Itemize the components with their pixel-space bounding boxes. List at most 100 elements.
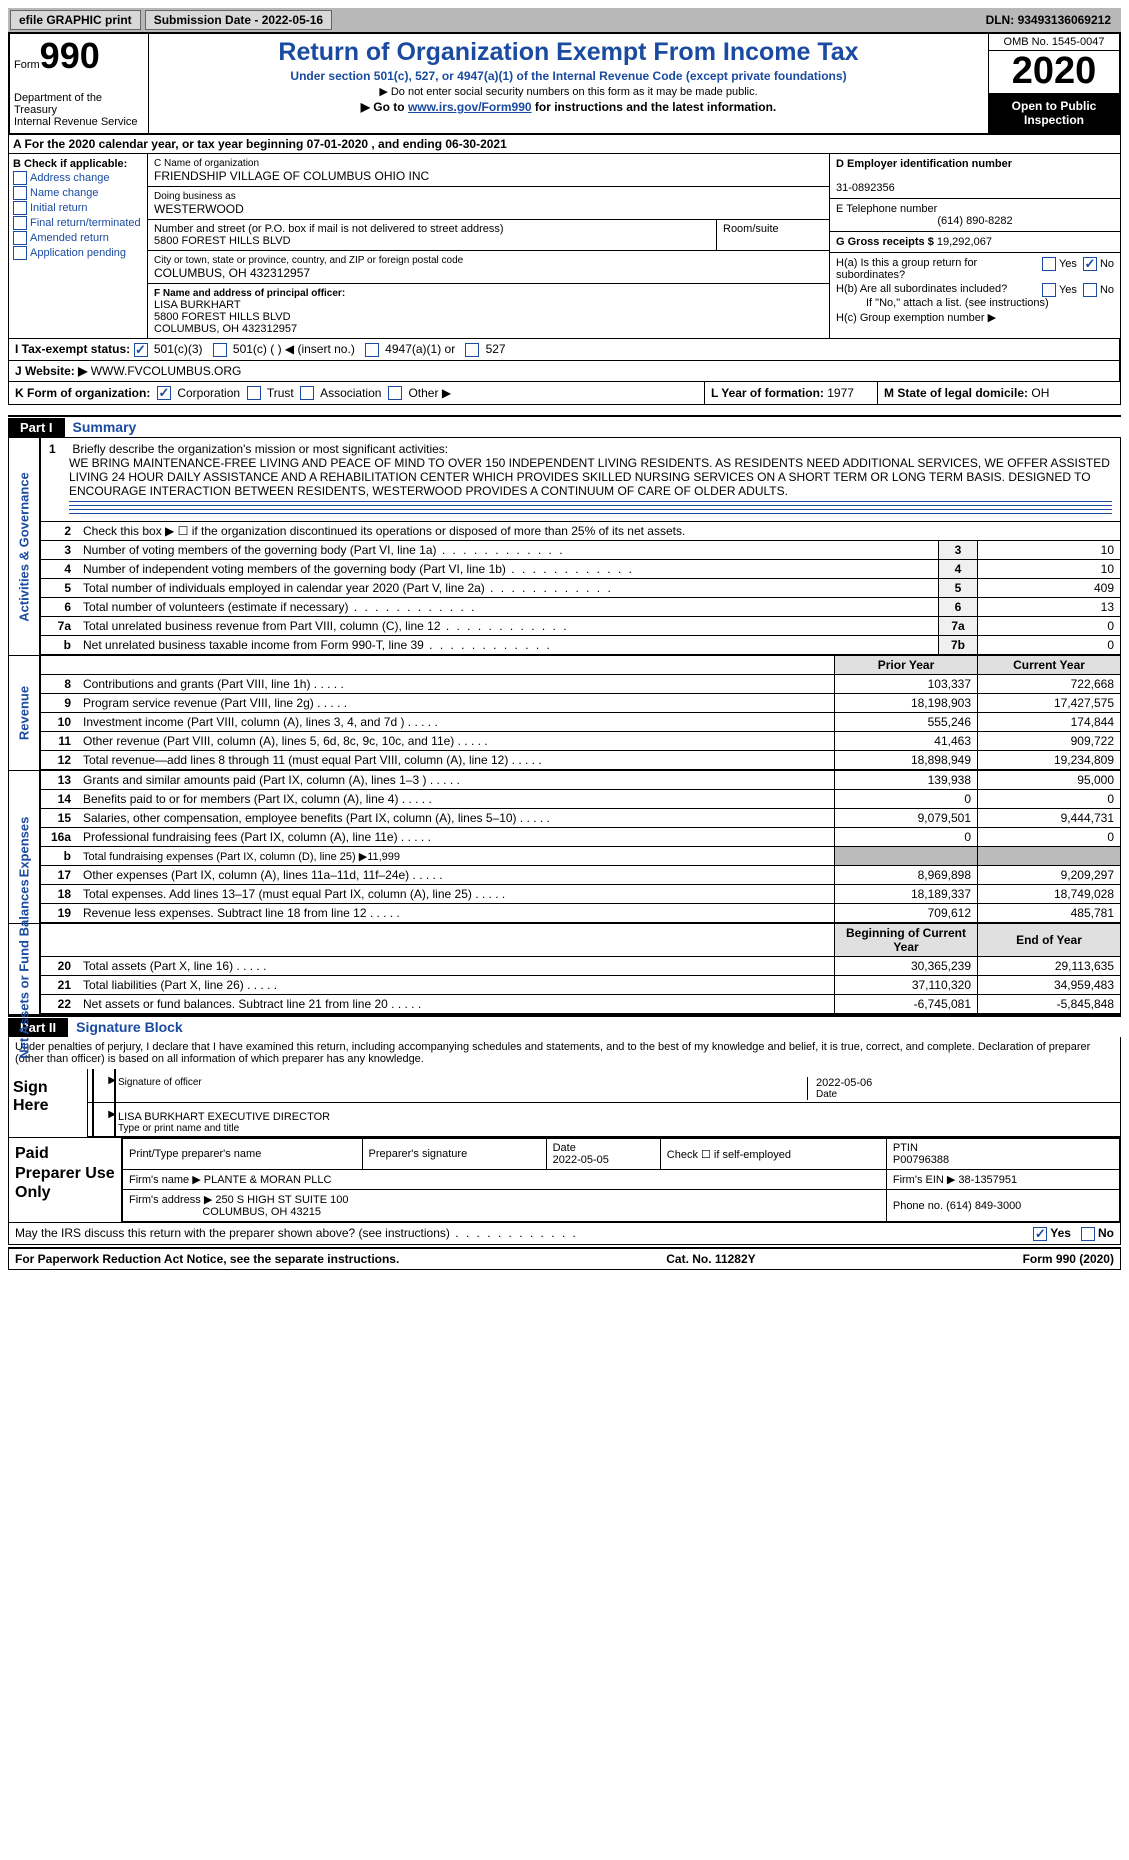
ha-label: H(a) Is this a group return for subordin… — [836, 257, 1042, 281]
fin-row: 18Total expenses. Add lines 13–17 (must … — [41, 885, 1120, 904]
chk-other[interactable] — [388, 386, 402, 400]
chk-4947[interactable] — [365, 343, 379, 357]
dba-cell: Doing business as WESTERWOOD — [148, 187, 829, 220]
fin-row: 17Other expenses (Part IX, column (A), l… — [41, 866, 1120, 885]
header-right: OMB No. 1545-0047 2020 Open to Public In… — [988, 34, 1119, 133]
governance-table: 2Check this box ▶ ☐ if the organization … — [41, 522, 1120, 655]
chk-final-return[interactable]: Final return/terminated — [13, 216, 143, 230]
prep-row-1: Print/Type preparer's name Preparer's si… — [123, 1139, 1120, 1170]
chk-association[interactable] — [300, 386, 314, 400]
chk-address-change[interactable]: Address change — [13, 171, 143, 185]
box-c: C Name of organization FRIENDSHIP VILLAG… — [148, 154, 829, 338]
h-note: If "No," attach a list. (see instruction… — [836, 297, 1114, 309]
top-toolbar: efile GRAPHIC print Submission Date - 20… — [8, 8, 1121, 32]
irs-link[interactable]: www.irs.gov/Form990 — [408, 100, 532, 114]
efile-button[interactable]: efile GRAPHIC print — [10, 10, 141, 30]
dba-label: Doing business as — [154, 191, 236, 202]
submission-date-button[interactable]: Submission Date - 2022-05-16 — [145, 10, 332, 30]
form-number: 990 — [40, 35, 100, 76]
prior-year-hdr: Prior Year — [835, 656, 978, 675]
chk-application-pending[interactable]: Application pending — [13, 246, 143, 260]
state-domicile: M State of legal domicile: OH — [878, 382, 1120, 405]
sig-date-label: Date — [816, 1089, 1116, 1100]
fin-row: 16aProfessional fundraising fees (Part I… — [41, 828, 1120, 847]
hb-yes[interactable]: Yes — [1042, 283, 1077, 297]
chk-amended-return[interactable]: Amended return — [13, 231, 143, 245]
chk-501c[interactable] — [213, 343, 227, 357]
sign-here-label: Sign Here — [9, 1069, 88, 1137]
room-cell: Room/suite — [717, 220, 829, 250]
revenue-section: Revenue Prior Year Current Year 8Contrib… — [8, 656, 1121, 771]
footer-left: For Paperwork Reduction Act Notice, see … — [15, 1252, 399, 1266]
org-name: FRIENDSHIP VILLAGE OF COLUMBUS OHIO INC — [154, 169, 429, 183]
sig-date: 2022-05-06 — [816, 1077, 872, 1089]
form-label: Form — [14, 59, 40, 71]
netassets-table: Beginning of Current Year End of Year 20… — [41, 924, 1120, 1014]
gov-row: 6Total number of volunteers (estimate if… — [41, 598, 1120, 617]
submission-date-label: Submission Date - — [154, 13, 262, 27]
discuss-row: May the IRS discuss this return with the… — [8, 1223, 1121, 1245]
gov-row: 3Number of voting members of the governi… — [41, 541, 1120, 560]
street-label: Number and street (or P.O. box if mail i… — [154, 223, 504, 235]
ha-no[interactable]: No — [1083, 257, 1114, 281]
chk-corporation[interactable] — [157, 386, 171, 400]
mission-num: 1 — [49, 442, 69, 456]
ein-value: 31-0892356 — [836, 182, 895, 194]
firm-phone-cell: Phone no. (614) 849-3000 — [886, 1190, 1119, 1222]
revenue-table: Prior Year Current Year 8Contributions a… — [41, 656, 1120, 770]
expenses-section: Expenses 13Grants and similar amounts pa… — [8, 771, 1121, 924]
net-header: Beginning of Current Year End of Year — [41, 924, 1120, 957]
phone-label: E Telephone number — [836, 203, 937, 215]
side-netassets: Net Assets or Fund Balances — [9, 924, 41, 1014]
form-subtitle: Under section 501(c), 527, or 4947(a)(1)… — [153, 69, 984, 83]
department: Department of the Treasury Internal Reve… — [14, 92, 144, 128]
governance-section: Activities & Governance 1 Briefly descri… — [8, 437, 1121, 656]
form-header: Form990 Department of the Treasury Inter… — [8, 32, 1121, 135]
ha-yes[interactable]: Yes — [1042, 257, 1077, 281]
mission-label: Briefly describe the organization's miss… — [72, 442, 448, 456]
fin-row: 21Total liabilities (Part X, line 26)37,… — [41, 976, 1120, 995]
chk-527[interactable] — [465, 343, 479, 357]
chk-trust[interactable] — [247, 386, 261, 400]
website-label: J Website: ▶ — [15, 364, 91, 378]
firm-ein-cell: Firm's EIN ▶ 38-1357951 — [886, 1170, 1119, 1190]
netassets-section: Net Assets or Fund Balances Beginning of… — [8, 924, 1121, 1015]
box-i-label: I Tax-exempt status: — [15, 342, 130, 356]
row-a-tax-year: A For the 2020 calendar year, or tax yea… — [8, 135, 1121, 154]
box-h: H(a) Is this a group return for subordin… — [830, 253, 1120, 328]
side-revenue: Revenue — [9, 656, 41, 770]
sign-here-row: Sign Here Signature of officer 2022-05-0… — [9, 1069, 1120, 1137]
row-i: I Tax-exempt status: 501(c)(3) 501(c) ( … — [8, 339, 1121, 361]
part-ii-header: Part II Signature Block — [8, 1015, 1121, 1037]
box-f-label: F Name and address of principal officer: — [154, 288, 345, 299]
signature-block: Under penalties of perjury, I declare th… — [8, 1037, 1121, 1138]
prep-sig-col: Preparer's signature — [362, 1139, 546, 1170]
discuss-yes-chk[interactable] — [1033, 1227, 1047, 1241]
revenue-header: Prior Year Current Year — [41, 656, 1120, 675]
box-b-label: B Check if applicable: — [13, 158, 143, 170]
prep-row-2: Firm's name ▶ PLANTE & MORAN PLLC Firm's… — [123, 1170, 1120, 1190]
fin-row: 9Program service revenue (Part VIII, lin… — [41, 694, 1120, 713]
fin-row: 15Salaries, other compensation, employee… — [41, 809, 1120, 828]
form-of-org: K Form of organization: Corporation Trus… — [9, 382, 705, 405]
gross-value: 19,292,067 — [937, 236, 992, 248]
street-cell: Number and street (or P.O. box if mail i… — [148, 220, 717, 250]
sig-name-label: Type or print name and title — [118, 1123, 1116, 1134]
discuss-text: May the IRS discuss this return with the… — [15, 1226, 578, 1241]
hc-label: H(c) Group exemption number ▶ — [836, 311, 1114, 324]
header-left: Form990 Department of the Treasury Inter… — [10, 34, 149, 133]
omb-number: OMB No. 1545-0047 — [989, 34, 1119, 51]
public-inspection: Open to Public Inspection — [989, 93, 1119, 133]
discuss-no-chk[interactable] — [1081, 1227, 1095, 1241]
footer-center: Cat. No. 11282Y — [666, 1252, 755, 1266]
chk-initial-return[interactable]: Initial return — [13, 201, 143, 215]
city-value: COLUMBUS, OH 432312957 — [154, 266, 310, 280]
chk-501c3[interactable] — [134, 343, 148, 357]
gov-row: bNet unrelated business taxable income f… — [41, 636, 1120, 655]
hb-no[interactable]: No — [1083, 283, 1114, 297]
org-name-label: C Name of organization — [154, 158, 259, 169]
hb-label: H(b) Are all subordinates included? — [836, 283, 1042, 297]
website-value: WWW.FVCOLUMBUS.ORG — [91, 364, 242, 378]
chk-name-change[interactable]: Name change — [13, 186, 143, 200]
officer-addr2: COLUMBUS, OH 432312957 — [154, 323, 297, 335]
